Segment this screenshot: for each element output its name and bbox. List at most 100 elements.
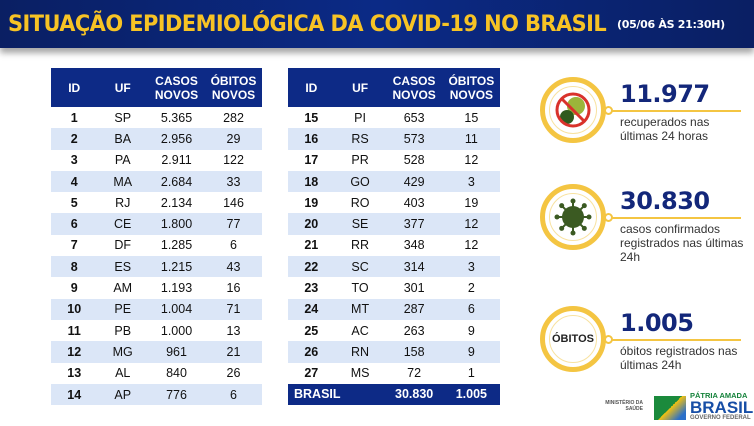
- cell-casos: 2.684: [148, 170, 205, 193]
- total-obitos: 1.005: [442, 383, 500, 405]
- table-header: ID UF CASOS NOVOS ÓBITOS NOVOS: [288, 68, 500, 107]
- table-row: 4 MA 2.684 33: [51, 170, 262, 193]
- cell-uf: AP: [97, 383, 149, 406]
- cell-casos: 429: [385, 170, 443, 193]
- col-casos: CASOS NOVOS: [148, 68, 205, 107]
- cell-casos: 1.000: [160, 323, 193, 338]
- cell-id: 7: [70, 238, 78, 253]
- cell-obitos: 12: [464, 153, 479, 168]
- table-row: 7 DF 1.285 6: [51, 235, 262, 256]
- cell-uf: AC: [351, 323, 369, 338]
- col-uf: UF: [334, 68, 386, 107]
- cell-casos: 287: [385, 298, 443, 320]
- ministry-text-2: SAÚDE: [625, 406, 643, 412]
- states-table-left: ID UF CASOS NOVOS ÓBITOS NOVOS 1 SP 5.365 …: [51, 68, 262, 406]
- cell-id: 26: [288, 341, 335, 363]
- cell-id: 3: [70, 153, 78, 168]
- cell-obitos: 6: [205, 383, 262, 406]
- cell-obitos: 11: [442, 128, 500, 150]
- cell-obitos: 9: [467, 323, 475, 338]
- cell-uf: PR: [351, 153, 369, 168]
- cell-uf: SE: [334, 213, 386, 235]
- table-row: 6 CE 1.800 77: [51, 213, 262, 235]
- table-row: 13 AL 840 26: [51, 363, 262, 384]
- cell-obitos: 12: [442, 213, 500, 235]
- cell-obitos: 12: [464, 238, 479, 253]
- col-obitos: ÓBITOS NOVOS: [442, 68, 500, 107]
- cell-casos: 263: [403, 323, 425, 338]
- cell-uf: ES: [97, 256, 149, 278]
- cell-uf: MG: [97, 341, 149, 363]
- cell-casos: 1.285: [160, 238, 193, 253]
- cell-uf: RN: [334, 341, 386, 363]
- col-id: ID: [51, 68, 98, 107]
- ministry-logo: MINISTÉRIO DA SAÚDE: [603, 400, 643, 412]
- cell-uf: PI: [354, 110, 366, 125]
- connector-dot: [604, 106, 613, 115]
- col-casos: CASOS NOVOS: [385, 68, 443, 107]
- table-row: 8 ES 1.215 43: [51, 256, 262, 278]
- cell-uf: PB: [114, 323, 132, 338]
- cell-id: 24: [288, 298, 335, 320]
- stat-value: 30.830: [620, 187, 710, 215]
- states-table-right: ID UF CASOS NOVOS ÓBITOS NOVOS 15 PI 653 1…: [288, 68, 500, 405]
- cell-obitos: 21: [205, 341, 262, 363]
- cell-obitos: 146: [223, 195, 244, 210]
- cell-id: 2: [51, 128, 98, 150]
- cell-obitos: 6: [230, 238, 237, 253]
- connector-line: [606, 217, 741, 219]
- slogan-main: BRASIL: [690, 398, 754, 417]
- cell-casos: 2.911: [161, 153, 192, 168]
- cell-id: 11: [67, 323, 81, 338]
- brasil-flag-logo: [654, 396, 686, 420]
- virus-icon: [540, 184, 606, 250]
- cell-obitos: 15: [464, 110, 479, 125]
- update-date: (05/06 ÀS 21:30H): [617, 18, 725, 31]
- table-row: 19 RO 403 19: [288, 192, 500, 213]
- stat-label: recuperados nas últimas 24 horas: [620, 115, 710, 143]
- cell-casos: 403: [403, 195, 425, 210]
- table-row: 22 SC 314 3: [288, 256, 500, 278]
- stat-card: ÓBITOS 1.005 óbitos registrados nas últi…: [540, 306, 754, 386]
- connector-line: [606, 339, 741, 341]
- cell-obitos: 1: [467, 366, 475, 381]
- table-row: 21 RR 348 12: [288, 235, 500, 256]
- stat-value: 1.005: [620, 309, 694, 337]
- cell-casos: 776: [148, 383, 205, 406]
- cell-uf: RR: [351, 238, 370, 253]
- cell-obitos: 71: [205, 298, 262, 320]
- cell-id: 22: [288, 256, 335, 278]
- stat-card: 30.830 casos confirmados registrados nas…: [540, 184, 754, 264]
- cell-id: 18: [288, 170, 335, 193]
- cell-casos: 1.800: [148, 213, 205, 235]
- cell-casos: 1.215: [148, 256, 205, 278]
- total-casos: 30.830: [385, 383, 443, 405]
- cell-id: 10: [51, 298, 98, 320]
- cell-uf: AM: [113, 281, 133, 296]
- table-row: 3 PA 2.911 122: [51, 150, 262, 171]
- cell-uf: CE: [97, 213, 149, 235]
- cell-casos: 314: [385, 256, 443, 278]
- cell-casos: 840: [166, 366, 187, 381]
- cell-obitos: 77: [205, 213, 262, 235]
- cell-obitos: 13: [226, 323, 241, 338]
- cell-casos: 653: [403, 110, 425, 125]
- cell-obitos: 122: [223, 153, 244, 168]
- slogan-bottom: GOVERNO FEDERAL: [690, 415, 751, 421]
- cell-uf: BA: [97, 128, 149, 150]
- cell-casos: 1.004: [148, 298, 205, 320]
- cell-uf: RJ: [115, 195, 131, 210]
- cell-uf: RS: [334, 128, 386, 150]
- cell-id: 4: [51, 170, 98, 193]
- table-row: 27 MS 72 1: [288, 363, 500, 384]
- table-row: 11 PB 1.000 13: [51, 320, 262, 341]
- cell-casos: 158: [385, 341, 443, 363]
- cell-id: 27: [304, 366, 319, 381]
- cell-obitos: 19: [464, 195, 479, 210]
- title-banner: SITUAÇÃO EPIDEMIOLÓGICA DA COVID-19 NO B…: [0, 0, 754, 48]
- cell-obitos: 9: [442, 341, 500, 363]
- page-title: SITUAÇÃO EPIDEMIOLÓGICA DA COVID-19 NO B…: [8, 11, 607, 37]
- cell-casos: 5.365: [160, 110, 193, 125]
- cell-uf: MA: [97, 170, 149, 193]
- cell-id: 13: [67, 366, 82, 381]
